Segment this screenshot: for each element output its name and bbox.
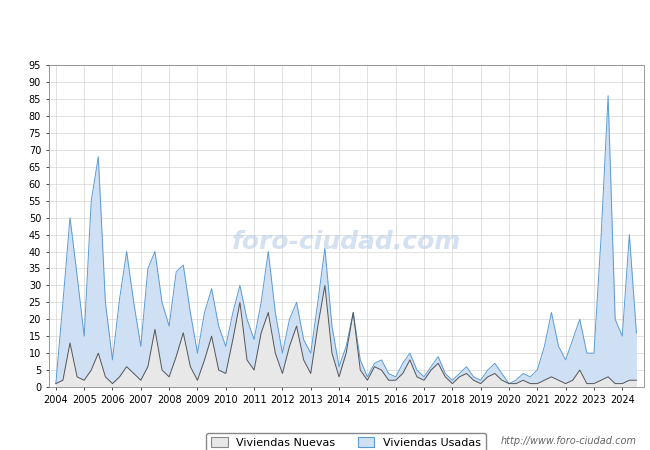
Text: foro-ciudad.com: foro-ciudad.com [231,230,461,254]
Legend: Viviendas Nuevas, Viviendas Usadas: Viviendas Nuevas, Viviendas Usadas [207,432,486,450]
Text: Andorra - Evolucion del Nº de Transacciones Inmobiliarias: Andorra - Evolucion del Nº de Transaccio… [114,9,536,24]
Text: http://www.foro-ciudad.com: http://www.foro-ciudad.com [501,436,637,446]
